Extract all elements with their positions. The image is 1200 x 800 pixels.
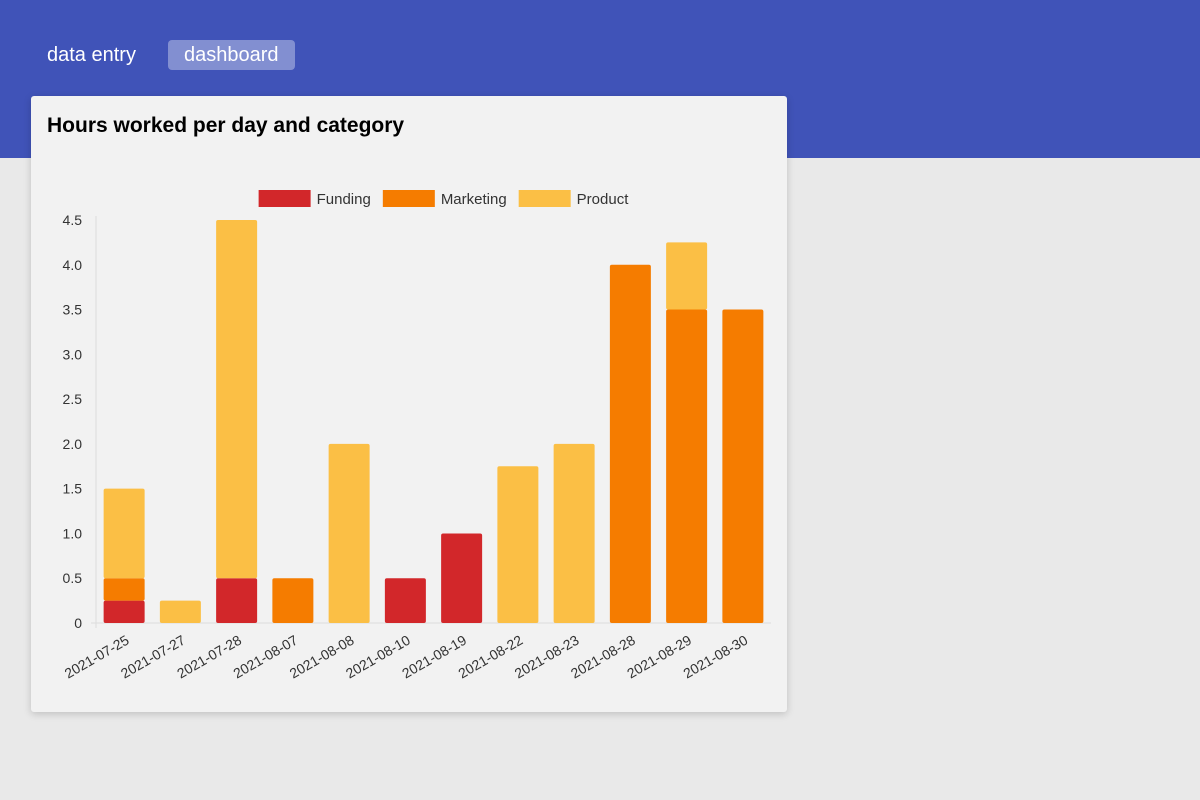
bar-funding-2021-07-25 [103,600,145,623]
legend-label-marketing: Marketing [441,191,507,208]
legend-swatch-funding [258,190,311,207]
bar-marketing-2021-08-28 [609,264,651,623]
bar-product-2021-07-27 [159,600,201,623]
y-tick-label: 2.0 [63,436,83,452]
legend-label-funding: Funding [317,191,371,208]
y-tick-label: 3.5 [63,302,83,318]
x-tick-label: 2021-08-30 [680,632,750,682]
y-tick-label: 0 [74,615,82,631]
legend-swatch-marketing [382,190,435,207]
legend-swatch-product [518,190,571,207]
y-tick-label: 3.0 [63,346,83,362]
y-tick-label: 0.5 [63,570,83,586]
bar-product-2021-07-25 [103,488,145,579]
y-tick-label: 1.5 [63,481,83,497]
bar-marketing-2021-08-29 [666,309,708,623]
bar-product-2021-07-28 [216,220,258,579]
legend-label-product: Product [577,191,630,208]
bar-funding-2021-08-19 [441,533,483,623]
chart-card: Hours worked per day and category 0 0.5 1.… [31,96,787,712]
bar-funding-2021-07-28 [216,578,258,623]
bar-funding-2021-08-10 [384,578,426,623]
y-tick-label: 2.5 [63,391,83,407]
bar-marketing-2021-07-25 [103,578,145,601]
hours-bar-chart: 00.51.01.52.02.53.03.54.04.52021-07-2520… [62,190,771,682]
bar-product-2021-08-08 [328,443,370,623]
bar-marketing-2021-08-07 [272,578,314,623]
bar-product-2021-08-23 [553,443,595,623]
y-tick-label: 1.0 [63,525,83,541]
chart-card-title: Hours worked per day and category [47,114,405,137]
bar-product-2021-08-29 [666,242,708,310]
bar-marketing-2021-08-30 [722,309,764,623]
y-tick-label: 4.0 [63,257,83,273]
nav-dashboard-link[interactable]: dashboard [168,40,295,70]
y-tick-label: 4.5 [63,212,83,228]
bar-product-2021-08-22 [497,466,539,623]
nav-data-entry-link[interactable]: data entry [47,44,136,66]
